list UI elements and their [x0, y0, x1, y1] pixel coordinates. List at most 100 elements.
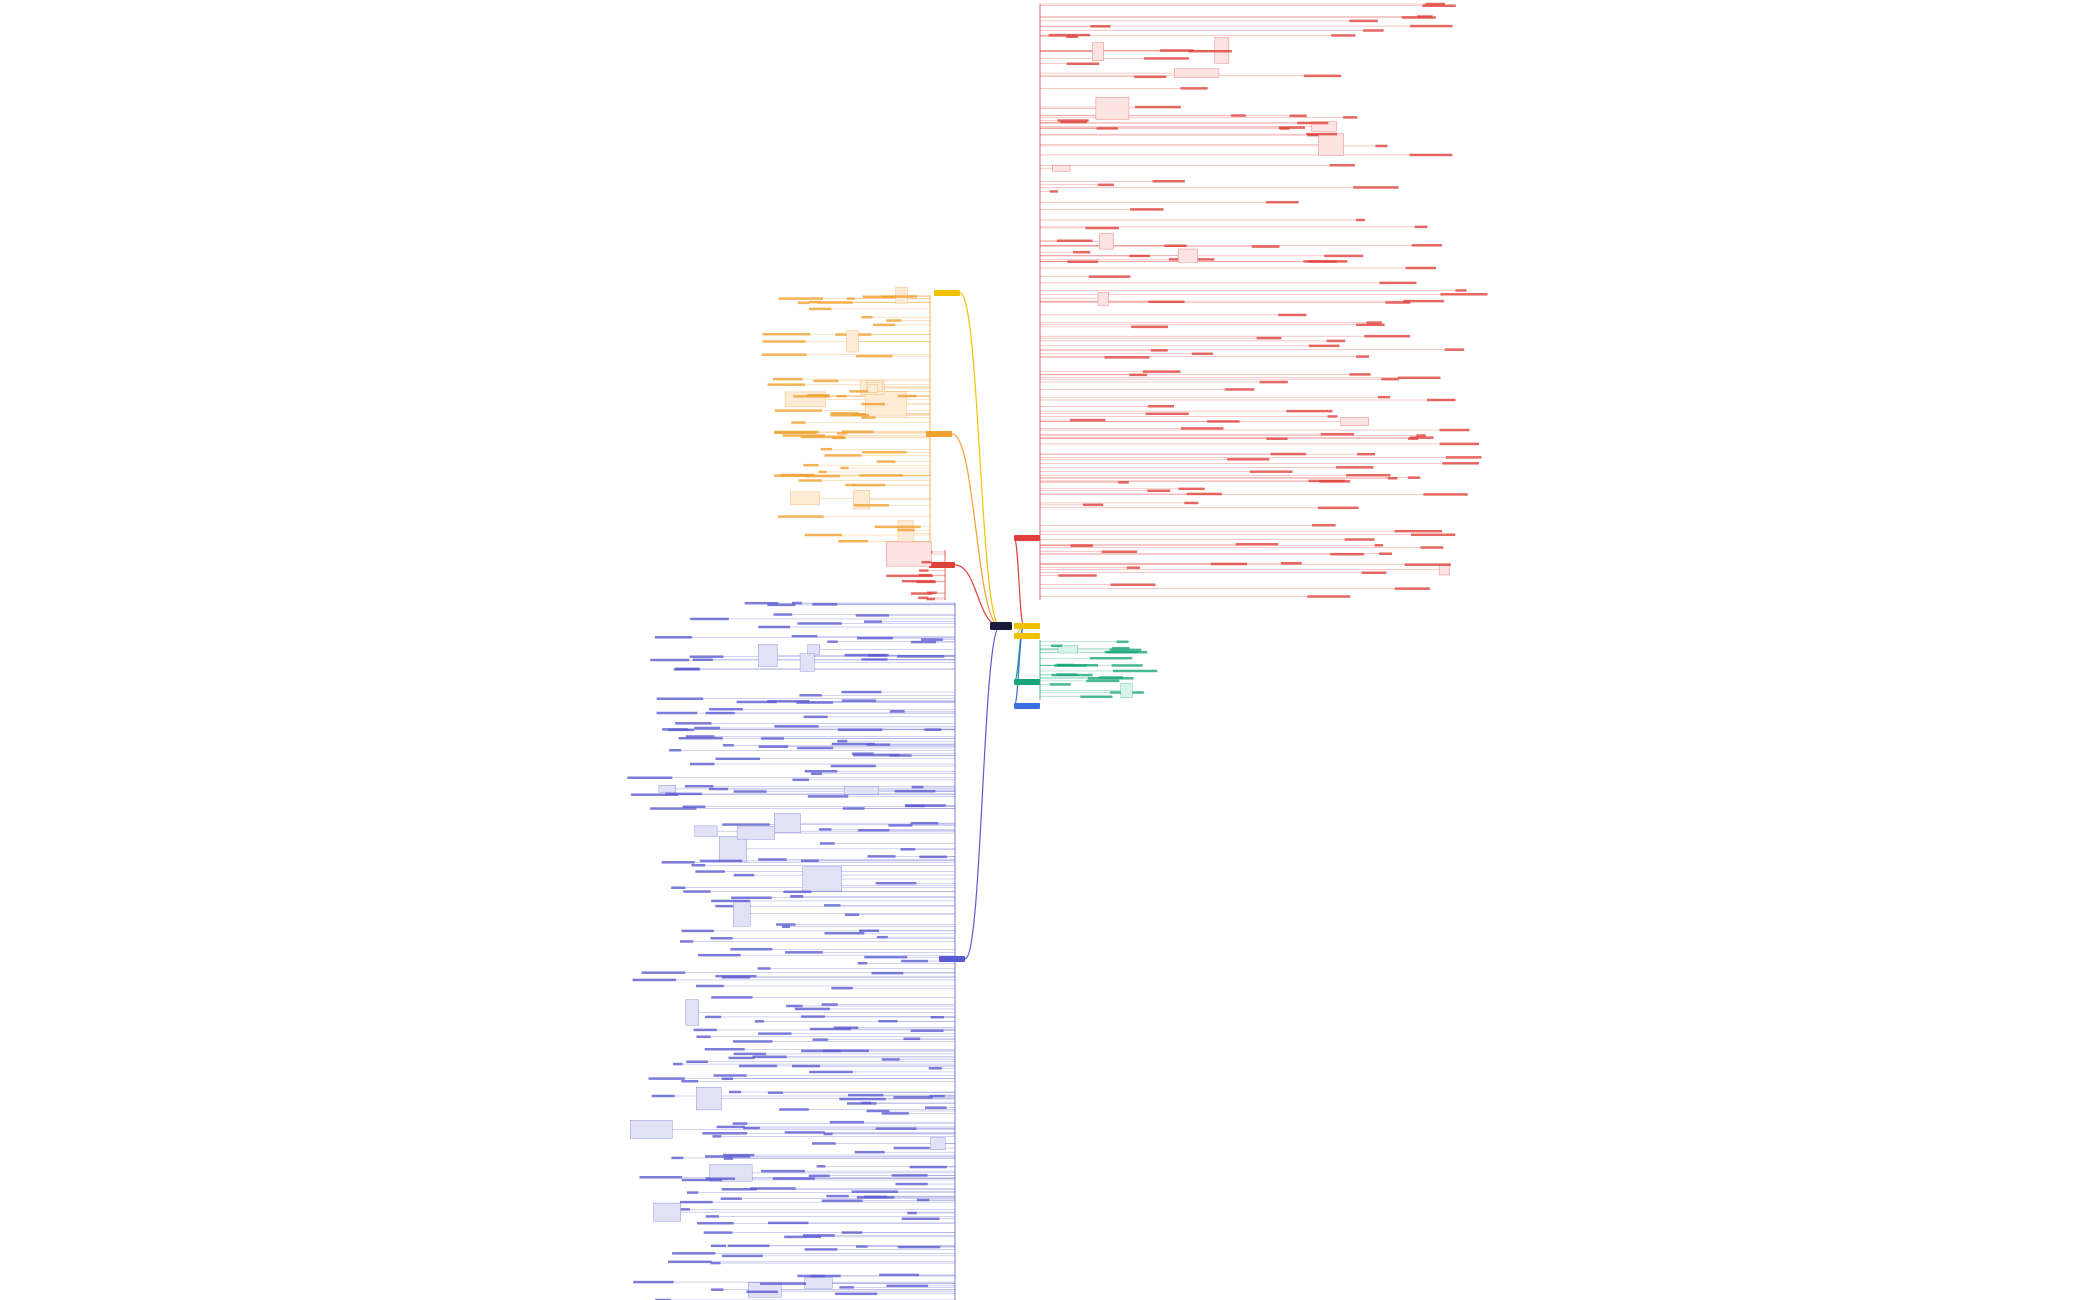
topic[interactable] [1186, 492, 1222, 496]
topic[interactable] [918, 596, 929, 600]
topic[interactable] [808, 1174, 830, 1178]
topic[interactable] [691, 864, 706, 867]
topic[interactable] [1265, 200, 1299, 204]
topic[interactable] [1425, 2, 1446, 6]
topic[interactable] [772, 1177, 815, 1180]
topic[interactable] [871, 971, 904, 975]
topic[interactable] [855, 614, 890, 617]
topic[interactable] [1346, 473, 1391, 477]
topic[interactable] [762, 340, 806, 343]
topic[interactable] [837, 728, 883, 732]
topic[interactable] [1095, 97, 1130, 120]
topic[interactable] [1379, 281, 1417, 285]
topic[interactable] [750, 1187, 796, 1190]
topic[interactable] [690, 762, 715, 766]
topic[interactable] [774, 725, 819, 728]
topic[interactable] [862, 450, 907, 454]
topic[interactable] [782, 434, 826, 437]
topic[interactable] [791, 601, 802, 605]
topic[interactable] [1147, 404, 1174, 408]
topic[interactable] [732, 1040, 773, 1043]
topic[interactable] [1353, 186, 1399, 189]
topic[interactable] [926, 597, 935, 601]
topic[interactable] [1048, 33, 1091, 37]
topic[interactable] [866, 1109, 890, 1113]
topic[interactable] [697, 1221, 734, 1225]
topic[interactable] [799, 653, 815, 672]
topic[interactable] [830, 414, 869, 417]
branch-topic[interactable] [1014, 703, 1040, 709]
topic[interactable] [681, 1079, 699, 1083]
topic[interactable] [864, 955, 908, 959]
topic[interactable] [924, 728, 942, 731]
topic[interactable] [710, 1261, 721, 1265]
topic[interactable] [881, 1058, 900, 1061]
topic[interactable] [816, 1165, 826, 1168]
topic[interactable] [1416, 434, 1426, 437]
topic[interactable] [1106, 650, 1148, 654]
topic[interactable] [722, 1153, 755, 1157]
topic[interactable] [1349, 19, 1378, 23]
topic[interactable] [1177, 248, 1198, 263]
topic[interactable] [837, 739, 848, 743]
topic[interactable] [711, 899, 750, 903]
topic[interactable] [886, 1284, 929, 1288]
topic[interactable] [1331, 34, 1356, 37]
topic[interactable] [709, 787, 729, 791]
topic[interactable] [886, 319, 902, 322]
topic[interactable] [840, 466, 849, 470]
topic[interactable] [1377, 395, 1391, 399]
topic[interactable] [874, 525, 921, 529]
topic[interactable] [833, 1026, 859, 1029]
topic[interactable] [823, 1049, 869, 1053]
topic[interactable] [796, 701, 834, 704]
topic[interactable] [776, 923, 796, 926]
topic[interactable] [1052, 164, 1071, 172]
topic[interactable] [1362, 29, 1384, 32]
topic[interactable] [1409, 153, 1453, 157]
topic[interactable] [715, 757, 761, 761]
topic[interactable] [855, 354, 893, 358]
topic[interactable] [818, 828, 832, 831]
topic[interactable] [681, 1178, 723, 1182]
topic[interactable] [801, 1015, 825, 1018]
topic[interactable] [1191, 352, 1213, 356]
topic[interactable] [684, 784, 714, 788]
topic[interactable] [1134, 75, 1167, 79]
topic[interactable] [794, 1007, 830, 1011]
topic[interactable] [804, 474, 841, 478]
topic[interactable] [1308, 344, 1340, 348]
topic[interactable] [1150, 349, 1168, 352]
topic[interactable] [633, 1280, 674, 1284]
topic[interactable] [773, 613, 793, 616]
topic[interactable] [911, 785, 924, 789]
topic[interactable] [785, 951, 823, 954]
topic[interactable] [695, 984, 724, 988]
topic[interactable] [1066, 35, 1078, 39]
topic[interactable] [1164, 244, 1187, 248]
topic[interactable] [705, 1177, 736, 1180]
topic[interactable] [832, 436, 846, 440]
topic[interactable] [841, 690, 882, 694]
topic[interactable] [1050, 644, 1063, 648]
topic[interactable] [672, 1062, 683, 1066]
topic[interactable] [686, 1191, 699, 1194]
topic[interactable] [804, 533, 843, 537]
topic[interactable] [758, 644, 778, 667]
branch-topic[interactable] [929, 562, 955, 568]
topic[interactable] [1404, 563, 1451, 566]
topic[interactable] [879, 1273, 920, 1277]
topic[interactable] [821, 1003, 838, 1006]
topic[interactable] [802, 866, 842, 892]
topic[interactable] [1375, 144, 1388, 148]
topic[interactable] [1385, 301, 1411, 304]
branch-topic[interactable] [1014, 633, 1040, 639]
topic[interactable] [656, 711, 698, 715]
topic[interactable] [930, 1016, 944, 1019]
topic[interactable] [767, 700, 810, 703]
topic[interactable] [1066, 62, 1100, 66]
topic[interactable] [891, 1174, 928, 1177]
topic[interactable] [774, 409, 823, 412]
topic[interactable] [682, 805, 706, 808]
topic[interactable] [910, 640, 937, 644]
